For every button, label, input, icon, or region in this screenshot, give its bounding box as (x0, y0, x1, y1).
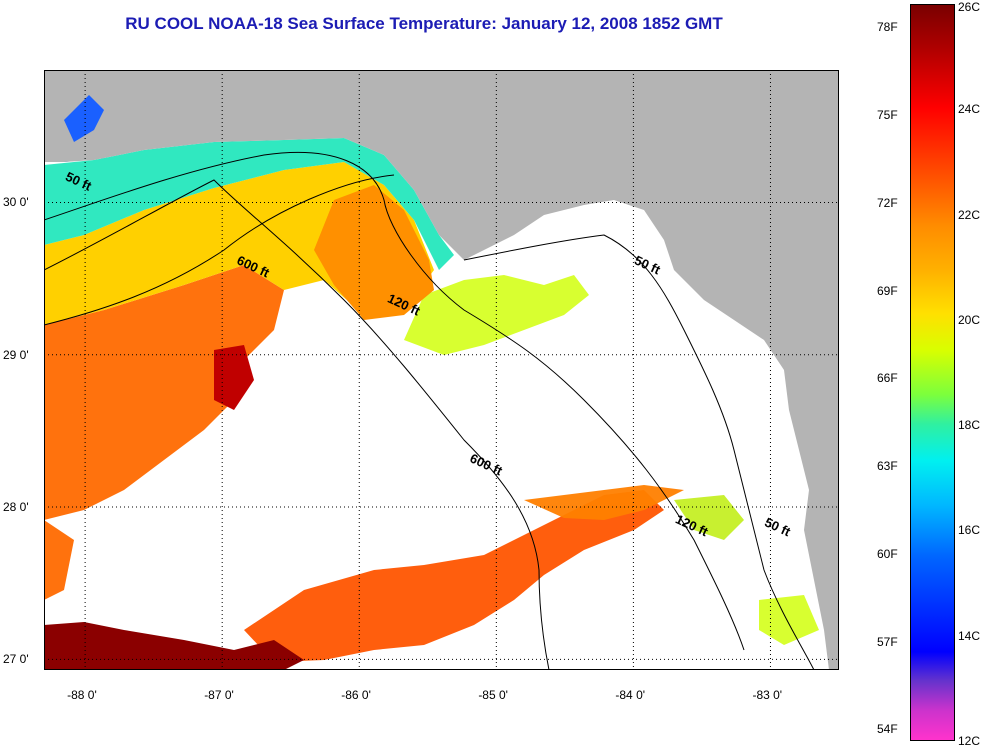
sst-warm-region-south (44, 520, 74, 600)
longitude-tick-label: -88 0' (67, 688, 97, 702)
sst-warm-region-east (524, 485, 684, 520)
sst-hot-patch (214, 345, 254, 410)
colorbar-fahrenheit-label: 54F (877, 722, 898, 737)
colorbar-fahrenheit-label: 60F (877, 546, 898, 561)
longitude-tick-label: -86 0' (341, 688, 371, 702)
colorbar-fahrenheit-label: 69F (877, 283, 898, 298)
latitude-tick-label: 27 0' (3, 652, 29, 667)
contour-600ft (44, 179, 550, 670)
land-bay-overlay (64, 95, 104, 142)
colorbar-fahrenheit-label: 63F (877, 459, 898, 474)
longitude-tick-label: -83 0' (752, 688, 783, 702)
sst-cool-coastal (44, 138, 454, 270)
sst-mild-southeast (674, 495, 744, 540)
colorbar-celsius-label: 14C (958, 628, 981, 643)
colorbar-fahrenheit-label: 78F (877, 20, 898, 35)
contour-50ft-west (44, 174, 395, 326)
colorbar-celsius-label: 12C (958, 734, 981, 748)
map-frame (44, 70, 839, 670)
longitude-tick-label: -85 0' (478, 688, 508, 702)
colorbar-celsius-label: 26C (958, 0, 981, 14)
longitude-tick-label: -87 0' (204, 688, 234, 702)
colorbar-celsius-label: 24C (958, 102, 981, 117)
colorbar-celsius-label: 16C (958, 523, 981, 538)
land-mass (44, 70, 839, 670)
colorbar-celsius-label: 20C (958, 312, 981, 327)
graticule (44, 70, 839, 670)
colorbar-fahrenheit-label: 72F (877, 195, 898, 210)
colorbar-fahrenheit-label: 75F (877, 108, 898, 123)
temperature-colorbar (910, 4, 955, 741)
colorbar-celsius-label: 22C (958, 207, 981, 222)
map-title: RU COOL NOAA-18 Sea Surface Temperature:… (125, 14, 723, 33)
sst-warm-region-southband (244, 490, 664, 662)
sst-warm-region (44, 265, 284, 520)
contour-50ft-east (463, 234, 815, 670)
colorbar-fahrenheit-label: 66F (877, 371, 898, 386)
colorbar-fahrenheit-label: 57F (877, 634, 898, 649)
sst-orange-bigbend (314, 185, 434, 320)
colorbar-celsius-label: 18C (958, 418, 981, 433)
longitude-tick-label: -84 0' (615, 688, 646, 702)
latitude-tick-label: 30 0' (3, 195, 29, 210)
latitude-tick-label: 28 0' (3, 500, 29, 515)
latitude-tick-label: 29 0' (3, 347, 29, 362)
contour-120ft (44, 151, 745, 651)
sst-hot-region (44, 622, 304, 670)
sst-mild-southeast-2 (759, 595, 819, 645)
